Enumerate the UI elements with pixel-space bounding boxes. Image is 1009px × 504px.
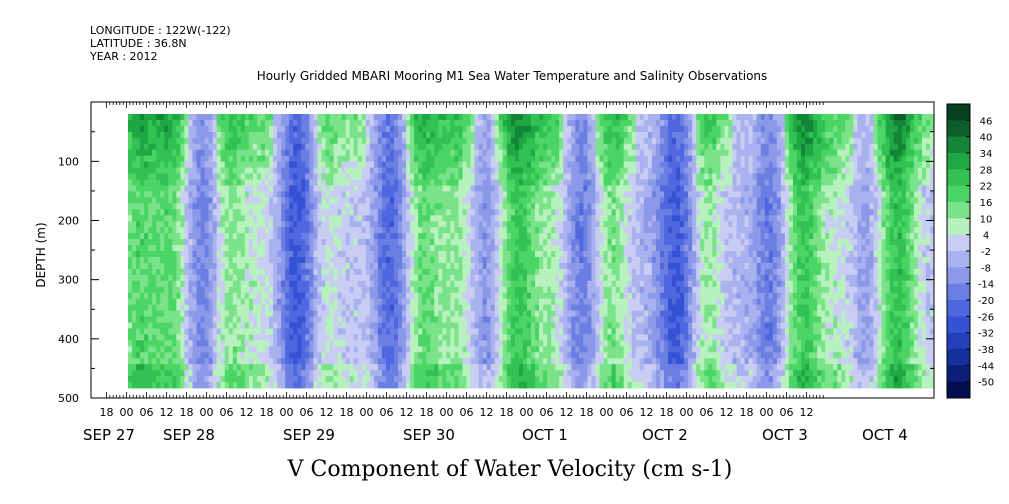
longitude-text: LONGITUDE : 122W(-122) bbox=[90, 24, 231, 37]
x-hour-label: 12 bbox=[720, 406, 734, 419]
colorbar-swatch bbox=[947, 267, 970, 284]
colorbar-label: -14 bbox=[978, 280, 994, 291]
x-hour-label: 18 bbox=[580, 406, 594, 419]
colorbar-swatch bbox=[947, 202, 970, 219]
x-day-label: SEP 29 bbox=[283, 426, 335, 444]
x-hour-label: 12 bbox=[800, 406, 814, 419]
x-hour-label: 12 bbox=[160, 406, 174, 419]
year-text: YEAR : 2012 bbox=[89, 50, 158, 63]
x-hour-label: 12 bbox=[640, 406, 654, 419]
colorbar-swatch bbox=[947, 218, 970, 235]
heatmap-cells bbox=[128, 114, 935, 389]
x-hour-label: 18 bbox=[660, 406, 674, 419]
colorbar-swatch bbox=[947, 332, 970, 350]
x-hour-label: 12 bbox=[560, 406, 574, 419]
colorbar-swatch bbox=[947, 349, 970, 366]
chart-title: Hourly Gridded MBARI Mooring M1 Sea Wate… bbox=[257, 69, 768, 83]
x-day-label: OCT 3 bbox=[762, 426, 808, 444]
x-hour-label: 00 bbox=[760, 406, 774, 419]
colorbar-swatch bbox=[947, 104, 970, 121]
colorbar-swatch bbox=[947, 153, 970, 170]
x-hour-label: 12 bbox=[320, 406, 334, 419]
y-tick-label: 100 bbox=[58, 155, 79, 168]
colorbar-label: 16 bbox=[980, 198, 993, 209]
x-day-label: OCT 1 bbox=[522, 426, 568, 444]
colorbar-swatch bbox=[947, 283, 970, 301]
x-hour-label: 06 bbox=[780, 406, 794, 419]
x-hour-label: 18 bbox=[100, 406, 114, 419]
colorbar-swatch bbox=[947, 365, 970, 382]
colorbar-label: -44 bbox=[978, 361, 994, 372]
colorbar-label: 10 bbox=[980, 214, 993, 225]
colorbar-label: -8 bbox=[981, 263, 991, 274]
x-hour-label: 18 bbox=[420, 406, 434, 419]
x-hour-label: 00 bbox=[520, 406, 534, 419]
x-hour-label: 18 bbox=[740, 406, 754, 419]
x-day-label: OCT 2 bbox=[642, 426, 688, 444]
x-day-label: SEP 28 bbox=[163, 426, 215, 444]
x-hour-label: 06 bbox=[300, 406, 314, 419]
x-hour-label: 18 bbox=[340, 406, 354, 419]
x-hour-label: 06 bbox=[700, 406, 714, 419]
x-day-label: SEP 30 bbox=[403, 426, 455, 444]
x-hour-label: 06 bbox=[140, 406, 154, 419]
colorbar-label: -26 bbox=[978, 312, 994, 323]
y-tick-label: 300 bbox=[58, 274, 79, 287]
caption: V Component of Water Velocity (cm s-1) bbox=[287, 457, 733, 482]
colorbar-swatch bbox=[947, 300, 970, 317]
y-tick-label: 200 bbox=[58, 215, 79, 228]
x-day-label: OCT 4 bbox=[862, 426, 908, 444]
x-hour-label: 18 bbox=[500, 406, 514, 419]
y-tick-label: 400 bbox=[58, 333, 79, 346]
colorbar: 46 40 34 28 22 16 10 4 -2 -8 -14 -20 -26 -32 -38 -44 -50 bbox=[946, 103, 994, 399]
x-hour-label: 18 bbox=[260, 406, 274, 419]
colorbar-label: 34 bbox=[980, 149, 993, 160]
colorbar-label: 40 bbox=[980, 133, 993, 144]
x-hour-label: 00 bbox=[280, 406, 294, 419]
x-hour-label: 12 bbox=[480, 406, 494, 419]
colorbar-swatch bbox=[947, 169, 970, 186]
colorbar-swatch bbox=[947, 381, 970, 399]
plot-area: 100 200 300 400 500 18 00 06 12 18 00 06 12 18 00 06 12 1… bbox=[58, 101, 935, 444]
colorbar-label: 4 bbox=[983, 231, 989, 242]
x-hour-label: 06 bbox=[620, 406, 634, 419]
latitude-text: LATITUDE : 36.8N bbox=[90, 37, 187, 50]
x-hour-label: 00 bbox=[600, 406, 614, 419]
colorbar-swatch bbox=[947, 136, 970, 154]
colorbar-label: 46 bbox=[980, 116, 993, 127]
y-tick-label: 500 bbox=[58, 392, 79, 405]
x-hour-label: 12 bbox=[400, 406, 414, 419]
colorbar-label: -38 bbox=[978, 345, 994, 356]
x-hour-label: 00 bbox=[680, 406, 694, 419]
y-axis-label: DEPTH (m) bbox=[34, 222, 48, 287]
x-hour-label: 06 bbox=[220, 406, 234, 419]
colorbar-label: 22 bbox=[980, 182, 993, 193]
colorbar-swatch bbox=[947, 316, 970, 333]
x-hour-label: 00 bbox=[360, 406, 374, 419]
x-day-label: SEP 27 bbox=[83, 426, 135, 444]
x-hour-label: 06 bbox=[380, 406, 394, 419]
x-hour-label: 00 bbox=[200, 406, 214, 419]
colorbar-swatch bbox=[947, 120, 970, 137]
colorbar-label: -50 bbox=[978, 378, 994, 389]
colorbar-swatch bbox=[947, 185, 970, 203]
colorbar-swatch bbox=[947, 251, 970, 268]
colorbar-label: -32 bbox=[978, 329, 994, 340]
colorbar-label: -2 bbox=[981, 247, 991, 258]
x-hour-label: 06 bbox=[540, 406, 554, 419]
x-hour-label: 12 bbox=[240, 406, 254, 419]
colorbar-label: 28 bbox=[980, 165, 993, 176]
x-hour-label: 06 bbox=[460, 406, 474, 419]
colorbar-swatch bbox=[947, 234, 970, 252]
x-hour-label: 00 bbox=[120, 406, 134, 419]
x-hour-label: 18 bbox=[180, 406, 194, 419]
colorbar-label: -20 bbox=[978, 296, 994, 307]
x-hour-label: 00 bbox=[440, 406, 454, 419]
